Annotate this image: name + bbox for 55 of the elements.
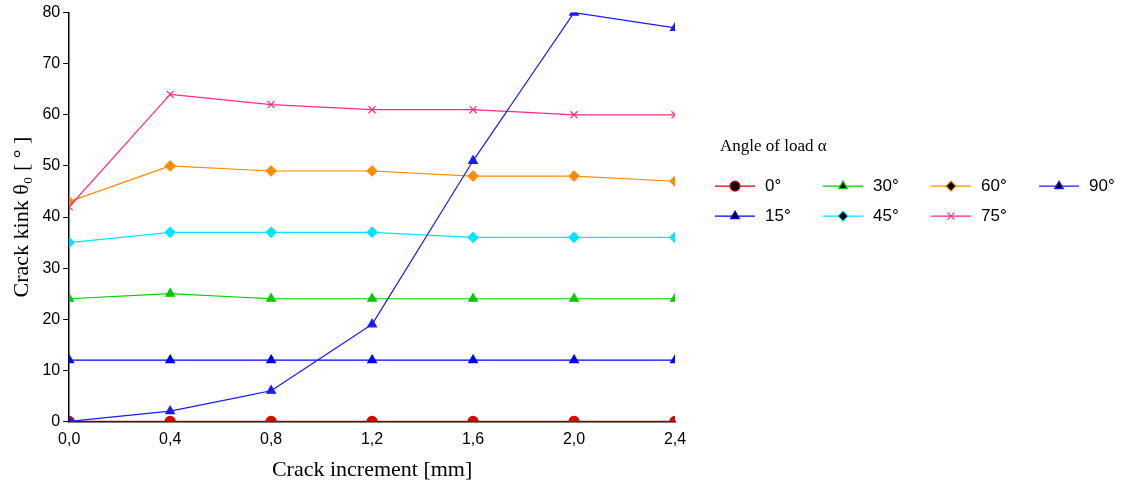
point: [165, 354, 176, 364]
y-tick-label: 0: [51, 411, 61, 429]
point: [164, 160, 176, 172]
y-tick-label: 40: [42, 207, 61, 225]
y-axis-title: Crack kink θ₀ [ ° ]: [7, 136, 33, 298]
point: [468, 155, 478, 164]
x-tick-label: 0,4: [159, 430, 182, 448]
y-tick-label: 80: [42, 3, 61, 21]
point: [468, 105, 478, 114]
x-tick-label: 2,0: [562, 430, 586, 448]
x-tick-label: 1,6: [461, 430, 485, 448]
point: [569, 110, 579, 119]
legend-label: 15°: [765, 205, 791, 225]
legend-title: Angle of load α: [720, 135, 827, 155]
point: [568, 231, 580, 244]
x-tick-label: 0,8: [260, 430, 283, 448]
y-tick-label: 70: [42, 54, 61, 72]
point: [366, 165, 378, 177]
legend-label: 75°: [981, 205, 1007, 225]
point: [265, 226, 277, 238]
legend-label: 45°: [873, 205, 899, 225]
y-tick-label: 30: [42, 258, 61, 276]
legend-label: 0°: [765, 175, 782, 195]
point: [467, 231, 479, 244]
y-tick-label: 60: [42, 105, 61, 123]
point: [569, 293, 579, 302]
y-tick-label: 20: [42, 309, 61, 327]
point: [266, 293, 277, 302]
point: [467, 170, 479, 182]
point: [267, 100, 276, 109]
x-tick-label: 0,0: [58, 430, 81, 448]
point: [266, 385, 277, 394]
point: [265, 165, 277, 177]
point: [367, 318, 378, 328]
y-tick-label: 10: [42, 360, 61, 378]
point: [166, 90, 175, 99]
point: [165, 288, 176, 297]
legend-label: 90°: [1089, 175, 1115, 195]
point: [468, 293, 478, 302]
x-tick-label: 1,2: [360, 430, 384, 448]
point: [366, 226, 378, 238]
point: [266, 354, 277, 364]
point: [468, 354, 478, 364]
x-tick-label: 2,4: [663, 430, 687, 448]
y-tick-label: 50: [42, 156, 61, 174]
point: [164, 226, 176, 238]
point: [568, 170, 580, 182]
legend-label: 30°: [873, 175, 899, 195]
point: [367, 293, 378, 302]
x-axis-title: Crack increment [mm]: [271, 455, 473, 481]
point: [165, 405, 176, 415]
point: [367, 105, 377, 114]
point: [569, 354, 579, 364]
point: [367, 354, 378, 364]
legend-label: 60°: [981, 175, 1007, 195]
